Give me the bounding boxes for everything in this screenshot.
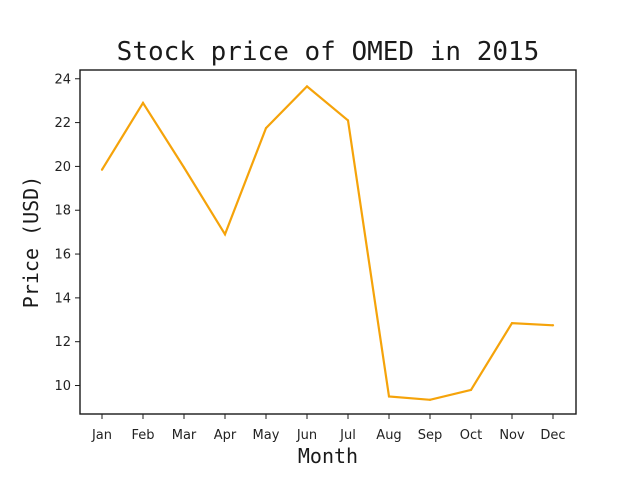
y-tick-label: 22 [54,116,71,131]
x-tick-label: Jul [339,428,356,443]
data-point [264,126,268,130]
data-point [387,395,391,398]
data-point [428,398,432,401]
x-tick-label: Sep [418,428,443,443]
y-tick-label: 16 [54,248,71,263]
data-point [551,324,555,327]
x-tick-label: Aug [376,428,401,443]
data-point [223,233,227,236]
y-tick-label: 20 [54,160,71,175]
x-tick-label: Feb [131,428,154,443]
y-tick-label: 24 [54,72,71,87]
y-tick-label: 14 [54,291,71,306]
x-tick-label: Jan [91,428,112,443]
series-layer [100,84,555,401]
x-tick-label: Dec [540,428,565,443]
data-point [346,119,350,122]
plot-frame [79,69,577,415]
y-tick-label: 12 [54,335,71,350]
y-tick-label: 18 [54,204,71,219]
x-tick-label: Apr [214,428,237,443]
y-axis: 10 12 14 16 18 20 22 24 [54,72,80,394]
x-tick-label: Jun [296,428,317,443]
data-point [510,321,514,325]
x-tick-label: Oct [460,428,482,443]
plot-area: 10 12 14 16 18 20 22 24 Jan Feb Mar Apr May Jun Jul Au… [54,69,577,443]
x-tick-label: Mar [172,428,197,443]
series-line-0 [101,84,554,401]
data-point [141,101,145,104]
x-axis-label: Month [298,444,358,468]
x-tick-label: May [253,428,280,443]
data-point [305,85,309,88]
x-tick-label: Nov [499,428,525,443]
chart-title: Stock price of OMED in 2015 [117,37,540,67]
data-point [182,166,186,169]
y-axis-label: Price (USD) [19,176,43,308]
data-point [100,168,104,171]
y-tick-label: 10 [54,379,71,394]
data-point [469,388,473,391]
x-axis: Jan Feb Mar Apr May Jun Jul Aug Sep Oct Nov Dec [91,414,566,443]
